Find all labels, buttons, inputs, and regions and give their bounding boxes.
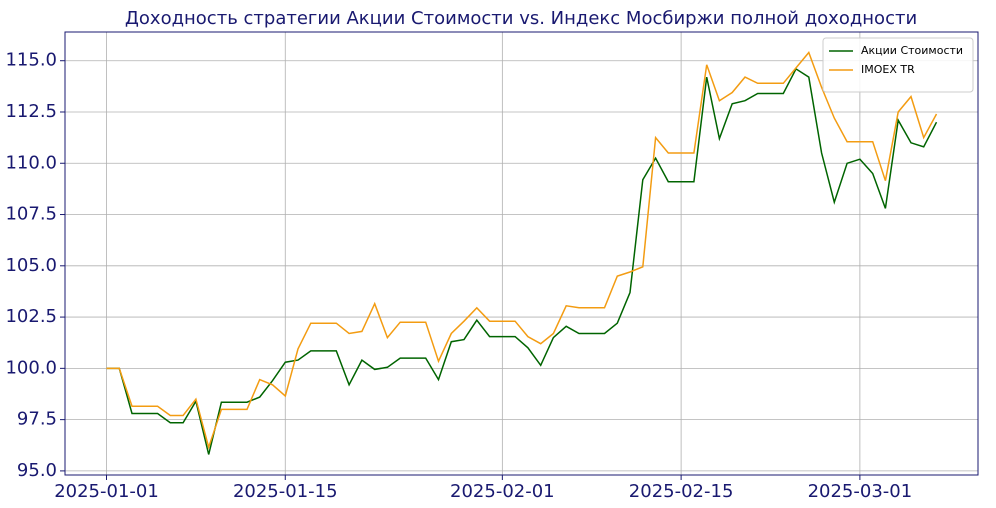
x-tick-label: 2025-02-01 [450,481,555,502]
y-tick-label: 95.0 [17,460,57,481]
x-tick-label: 2025-02-15 [629,481,734,502]
chart-title: Доходность стратегии Акции Стоимости vs.… [125,8,917,29]
y-tick-label: 110.0 [5,152,57,173]
legend: Акции Стоимости IMOEX TR [822,37,974,93]
y-tick-label: 107.5 [5,204,57,225]
legend-label: Акции Стоимости [861,44,963,57]
y-tick-label: 100.0 [5,357,57,378]
x-tick-label: 2025-03-01 [808,481,913,502]
series-line [106,51,938,450]
x-tick-label: 2025-01-15 [233,481,338,502]
y-tick-label: 105.0 [5,255,57,276]
y-tick-label: 112.5 [5,101,57,122]
x-tick-label: 2025-01-01 [54,481,159,502]
plot-frame [64,31,979,476]
y-tick-label: 102.5 [5,306,57,327]
legend-box [822,37,974,93]
series-line [106,67,938,455]
legend-label: IMOEX TR [861,63,915,76]
y-tick-label: 97.5 [17,409,57,430]
y-tick-label: 115.0 [5,50,57,71]
